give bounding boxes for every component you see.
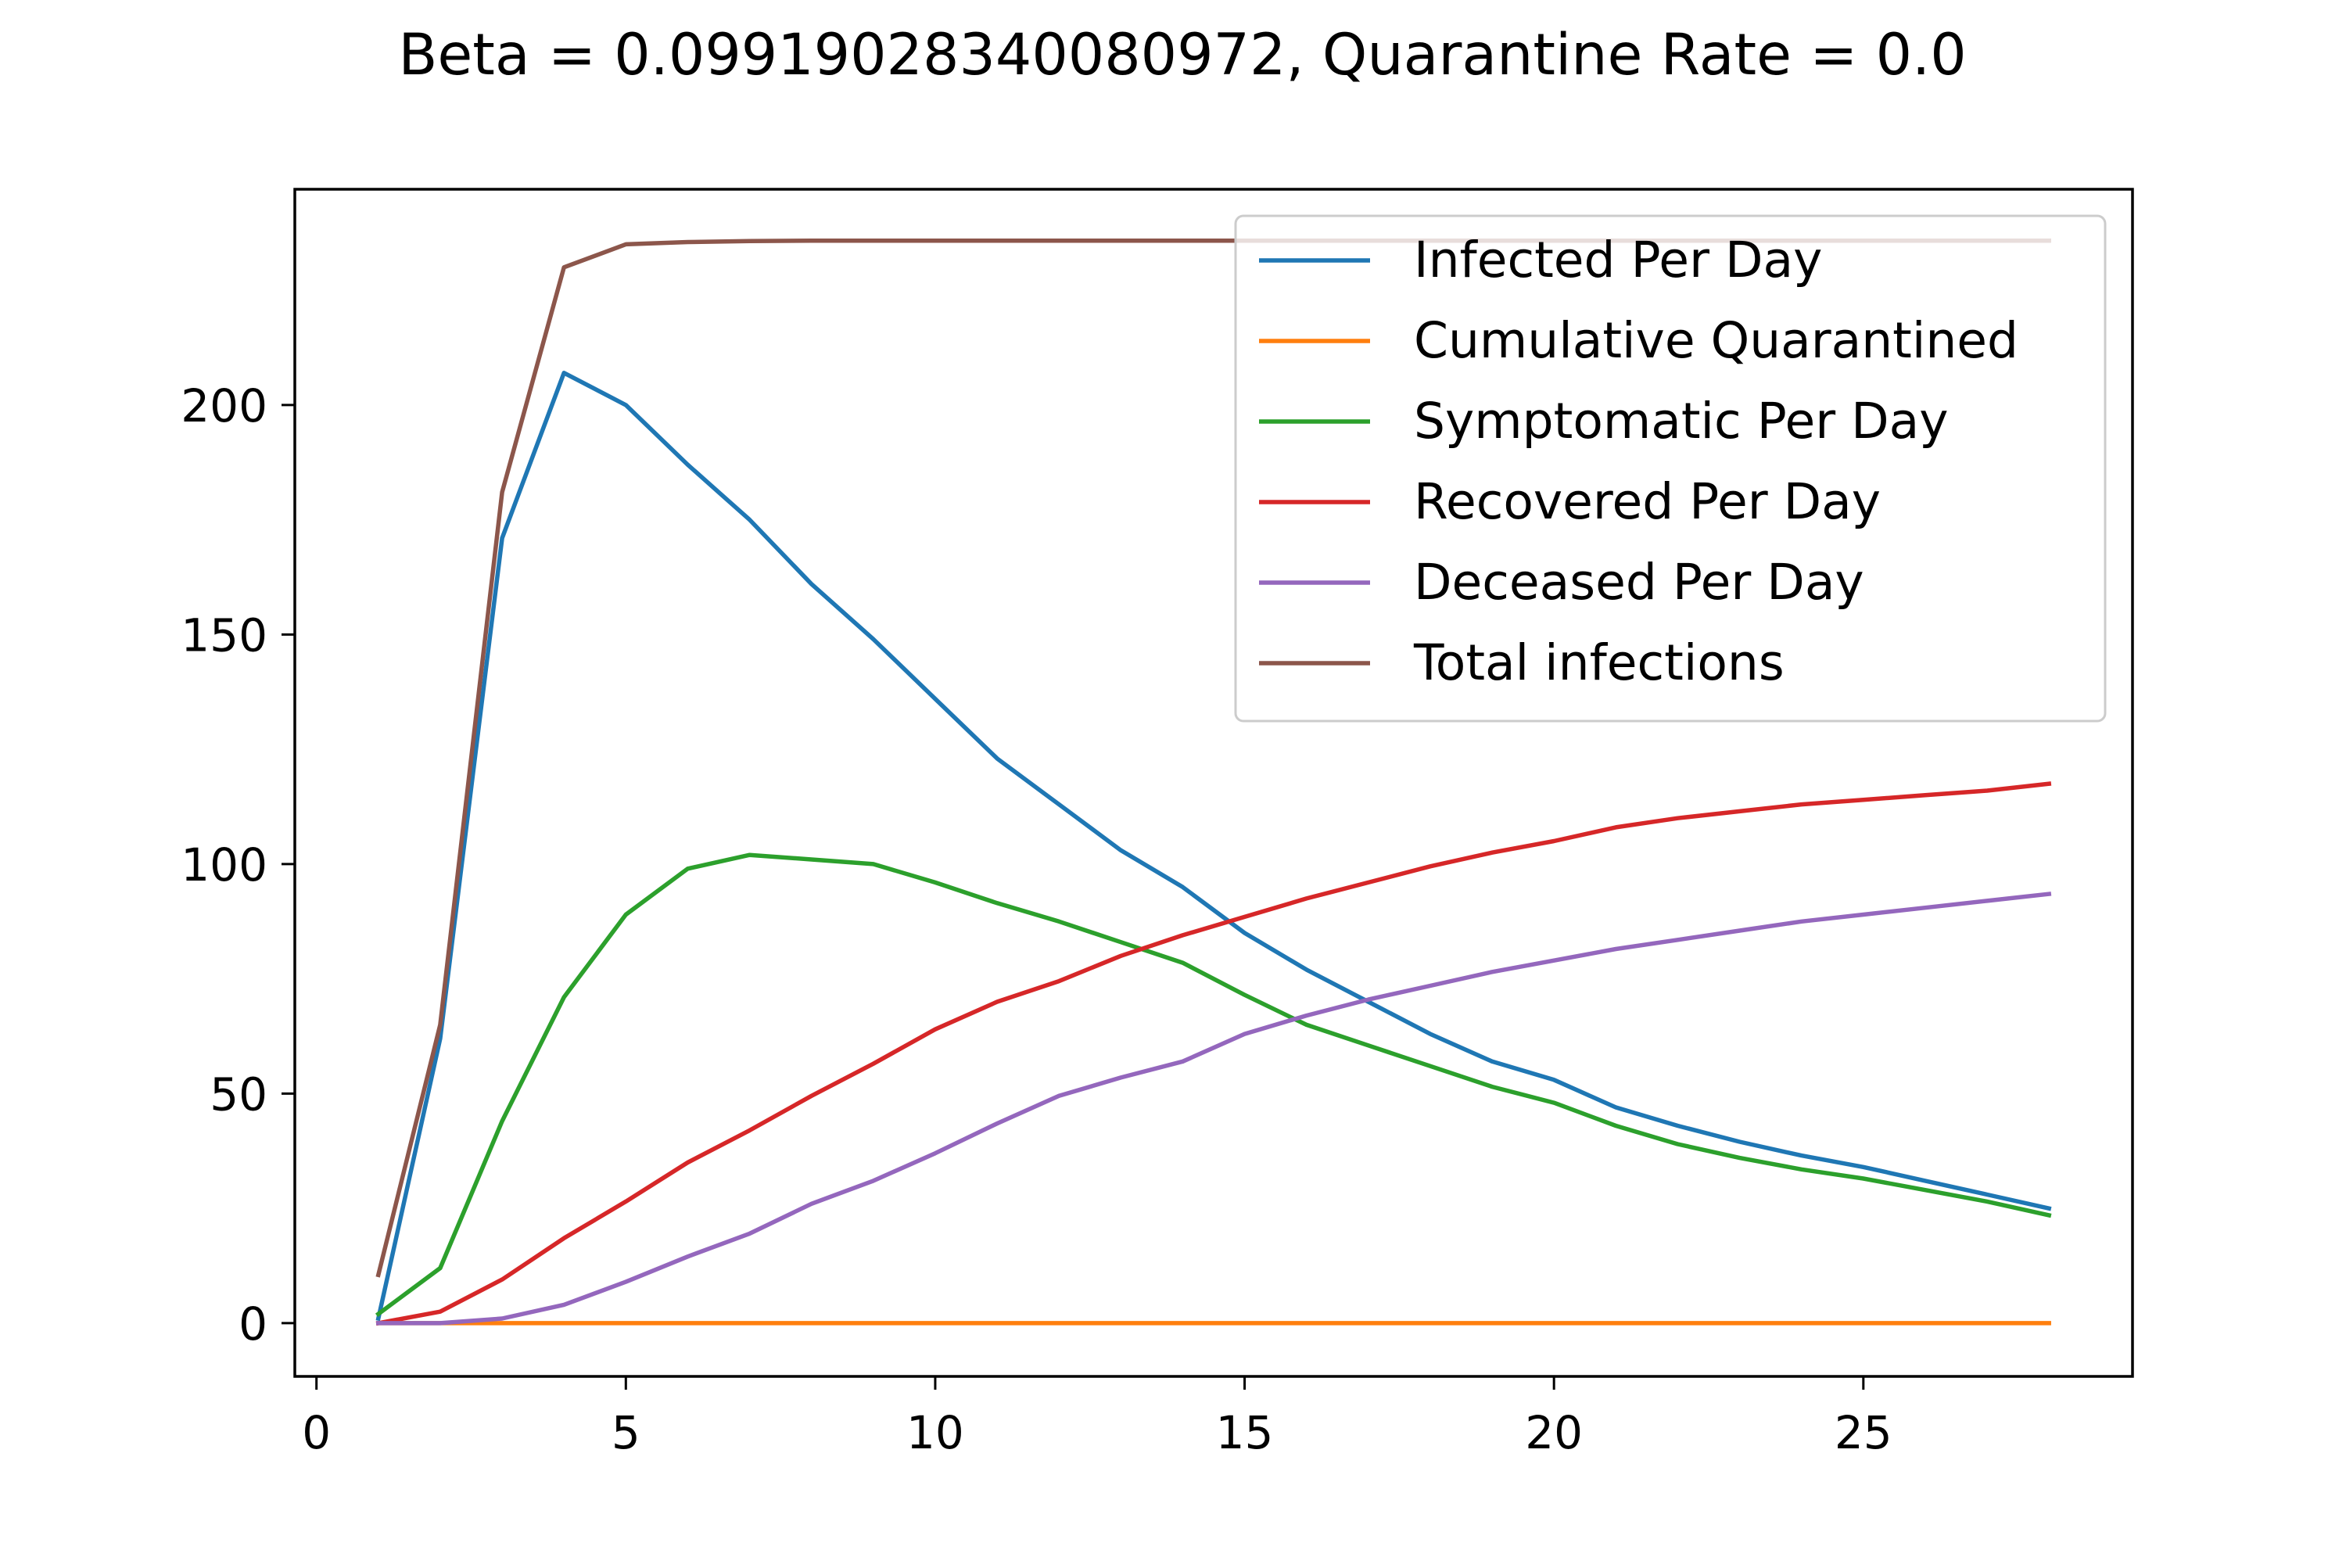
series-line-infected-per-day bbox=[375, 371, 2052, 1322]
legend-box bbox=[1234, 214, 2107, 723]
plot-lines bbox=[375, 238, 2052, 1326]
legend-label: Recovered Per Day bbox=[1414, 473, 1881, 530]
y-tick-label: 100 bbox=[181, 838, 267, 892]
y-tick-label: 200 bbox=[181, 379, 267, 432]
legend: Infected Per Day Cumulative Quarantined Sy… bbox=[1234, 214, 2107, 723]
x-tick-label: 20 bbox=[1525, 1406, 1583, 1459]
y-tick-label: 0 bbox=[239, 1297, 267, 1351]
chart-title: Beta = 0.09919028340080972, Quarantine R… bbox=[398, 22, 1966, 88]
x-tick-label: 25 bbox=[1835, 1406, 1892, 1459]
x-tick-label: 5 bbox=[612, 1406, 640, 1459]
axes-frame bbox=[293, 188, 2134, 1378]
y-tick-label: 50 bbox=[210, 1067, 267, 1121]
y-tick-label: 150 bbox=[181, 608, 267, 662]
x-tick-label: 10 bbox=[906, 1406, 964, 1459]
axis-ticks: 0 5 10 15 20 25 0 50 100 150 200 bbox=[181, 379, 1892, 1459]
x-tick-label: 15 bbox=[1216, 1406, 1274, 1459]
series-line-symptomatic-per-day bbox=[375, 852, 2052, 1318]
legend-label: Total infections bbox=[1413, 634, 1785, 691]
legend-label: Infected Per Day bbox=[1414, 231, 1822, 289]
series-line-deceased-per-day bbox=[376, 892, 2052, 1326]
legend-label: Cumulative Quarantined bbox=[1414, 312, 2018, 369]
legend-label: Deceased Per Day bbox=[1414, 554, 1864, 611]
series-line-recovered-per-day bbox=[375, 781, 2052, 1326]
legend-label: Symptomatic Per Day bbox=[1414, 393, 1949, 450]
x-tick-label: 0 bbox=[302, 1406, 331, 1459]
